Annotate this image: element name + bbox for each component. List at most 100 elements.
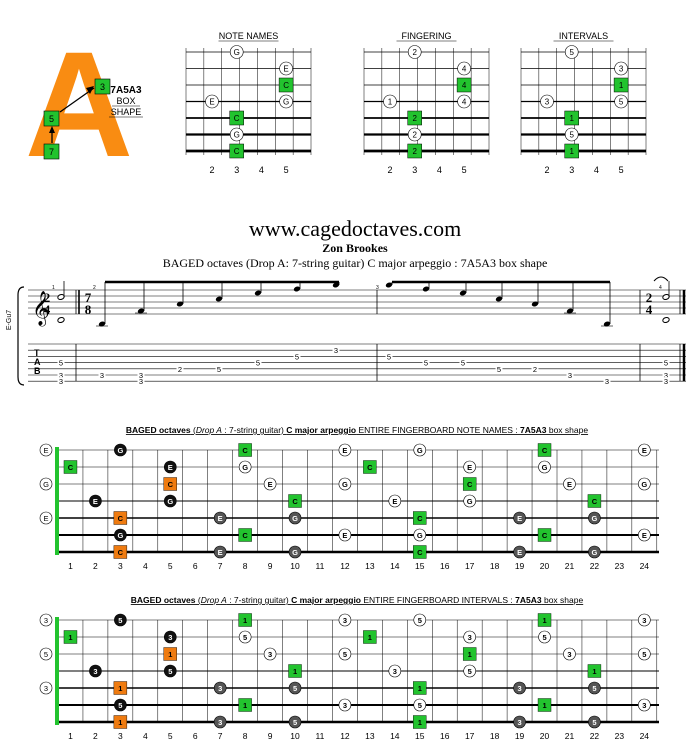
fret-number: 9 [268,731,273,741]
measure-number: 1 [52,285,55,291]
title-segment: ( [191,425,196,435]
marker-label: E [268,480,273,489]
tab-number: 5 [664,359,668,368]
marker-label: 3 [343,701,347,710]
box-diagram-fret-number: 3 [569,165,574,175]
marker-label: 5 [468,667,472,676]
tab-number: 3 [139,377,143,386]
system-brace [17,286,25,386]
marker-label: C [292,497,298,506]
score-subtitle: BAGED octaves (Drop A: 7-string guitar) … [163,256,548,270]
fret-number: 4 [143,561,148,571]
tab-number-bg [422,358,430,367]
box-diagram-marker-label: 5 [569,131,574,140]
box-diagram-2: INTERVALS 2 3 4 5 5 3 1 3 5 1 5 1 [520,31,647,175]
tab-number: 3 [59,377,63,386]
note-head [531,301,539,307]
title-segment: 7A5A3 [520,425,547,435]
measure-number: 2 [93,285,96,291]
box-diagram-fret-number: 4 [594,165,599,175]
tab-number-bg [385,352,393,361]
marker-label: 1 [243,701,247,710]
chord-note-head [662,316,670,324]
tab-number-bg [495,364,503,373]
author-name: Zon Brookes [322,241,388,255]
time-signature-1-bottom: 4 [44,302,51,317]
marker-label: G [592,514,598,523]
box-diagram-note-marker [279,61,293,76]
box-diagram-marker-label: 3 [619,65,624,74]
box-diagram-fret-number: 2 [209,165,214,175]
note-marker [338,528,352,542]
fret-number: 6 [193,731,198,741]
marker-label: 3 [218,684,222,693]
box-diagram-marker-label: C [234,147,240,156]
note-marker [238,460,252,474]
fret-number: 23 [615,561,625,571]
marker-label: 1 [542,616,546,625]
logo-box-label: BOX [116,96,135,106]
marker-label: 5 [293,718,297,727]
marker-label: G [542,463,548,472]
box-diagram-note-marker [457,61,471,76]
fret-number: 2 [93,561,98,571]
box-diagram-marker-label: 4 [462,81,467,90]
title-segment: box shape [542,595,584,605]
tab-clef-letter: B [34,366,41,376]
marker-label: C [118,514,124,523]
box-diagram-note-marker [279,94,293,109]
box-diagram-note-marker [540,94,554,109]
note-marker [263,647,277,661]
fingerboard-title: BAGED octaves (Drop A : 7-string guitar)… [131,595,584,605]
marker-label: 1 [368,633,372,642]
marker-label: 3 [567,650,571,659]
note-marker [638,647,651,661]
fret-number: 24 [640,561,650,571]
tab-number-bg [332,346,340,355]
tab-number: 3 [334,346,338,355]
marker-label: G [417,531,423,540]
marker-label: E [467,463,472,472]
box-diagram-fret-number: 3 [412,165,417,175]
marker-label: 5 [118,701,122,710]
note-marker [163,630,177,644]
fret-number: 24 [640,731,650,741]
marker-label: 5 [343,650,347,659]
tab-number: 5 [295,352,299,361]
marker-label: E [93,497,98,506]
marker-label: 5 [293,684,297,693]
box-diagram-marker-label: 2 [412,48,417,57]
note-marker [114,528,127,542]
box-diagram-marker-label: 1 [569,114,574,123]
marker-label: 3 [468,633,472,642]
box-diagram-title: NOTE NAMES [219,31,279,41]
logo-arrow-head [86,86,94,94]
fret-number: 16 [440,731,450,741]
note-marker [163,460,177,474]
tab-number: 2 [178,365,182,374]
box-diagram-fret-number: 2 [387,165,392,175]
fret-number: 7 [218,561,223,571]
tab-number: 3 [139,371,143,380]
box-diagram-note-marker [457,94,471,109]
fermata [653,276,669,282]
box-diagram-root-marker [278,77,294,93]
title-segment: BAGED octaves [131,595,196,605]
marker-label: E [218,514,223,523]
marker-label: 5 [243,633,247,642]
note-head [603,321,611,327]
box-diagram-root-marker [613,77,629,93]
note-head [332,282,340,288]
note-head [176,301,184,307]
note-marker [588,715,601,729]
marker-label: 1 [118,718,122,727]
marker-label: 1 [68,633,72,642]
fret-number: 8 [243,561,248,571]
logo-marker-5-label: 5 [49,114,54,124]
marker-label: 3 [642,616,646,625]
fret-number: 20 [540,731,550,741]
marker-label: E [567,480,572,489]
fret-number: 21 [565,731,575,741]
note-head [459,290,467,296]
title-segment: C major arpeggio [286,425,356,435]
